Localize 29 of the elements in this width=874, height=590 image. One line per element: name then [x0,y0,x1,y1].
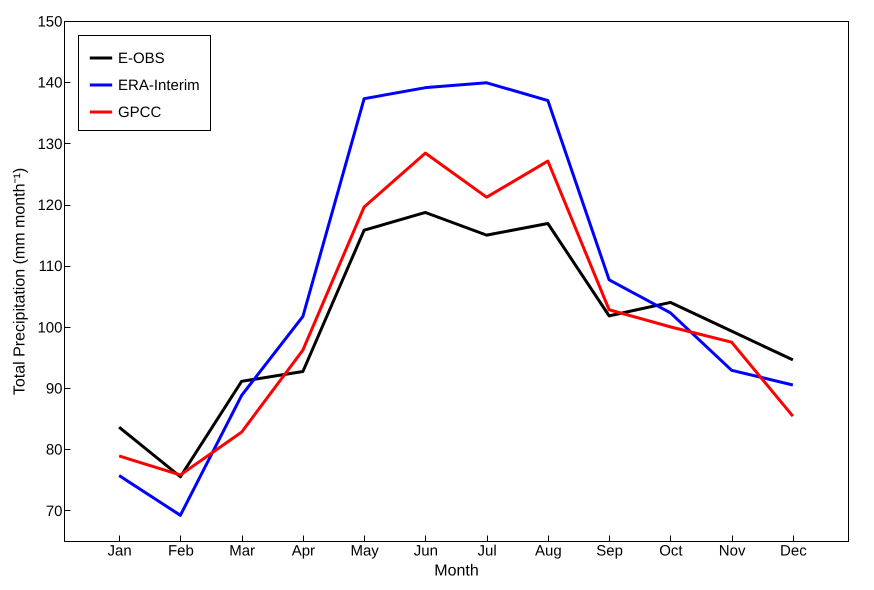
legend-label: ERA-Interim [118,77,200,94]
x-tick-label: Aug [535,542,562,560]
y-tick-label: 110 [38,258,62,276]
x-tick-label: Jan [108,542,132,560]
legend-label: GPCC [118,104,162,121]
line-series [118,152,794,476]
x-tick-label: Sep [596,542,623,560]
y-tick-label: 140 [37,74,62,92]
y-tick-label: 130 [37,136,62,153]
x-axis-title: Month [434,562,479,580]
x-tick-label: Jun [414,542,438,560]
y-tick-label: 150 [37,14,62,30]
y-tick-label: 120 [37,197,62,214]
x-tick-label: Oct [659,542,684,560]
y-tick-label: 70 [46,502,62,520]
x-tick-label: Nov [718,542,746,560]
line-series [118,81,794,517]
x-tick-label: Dec [780,542,808,560]
y-axis-title: Total Precipitation (mm month⁻¹) [11,168,28,396]
y-tick-label: 90 [46,380,62,398]
x-tick-label: Mar [229,542,256,560]
y-tick-label: 80 [46,442,62,459]
x-tick-label: Jul [478,542,497,560]
x-tick-label: May [350,542,380,560]
x-tick-label: Feb [168,542,194,560]
x-tick-label: Apr [292,542,316,560]
y-tick-label: 100 [37,319,62,336]
line-series [118,210,794,478]
legend-label: E-OBS [118,50,165,67]
